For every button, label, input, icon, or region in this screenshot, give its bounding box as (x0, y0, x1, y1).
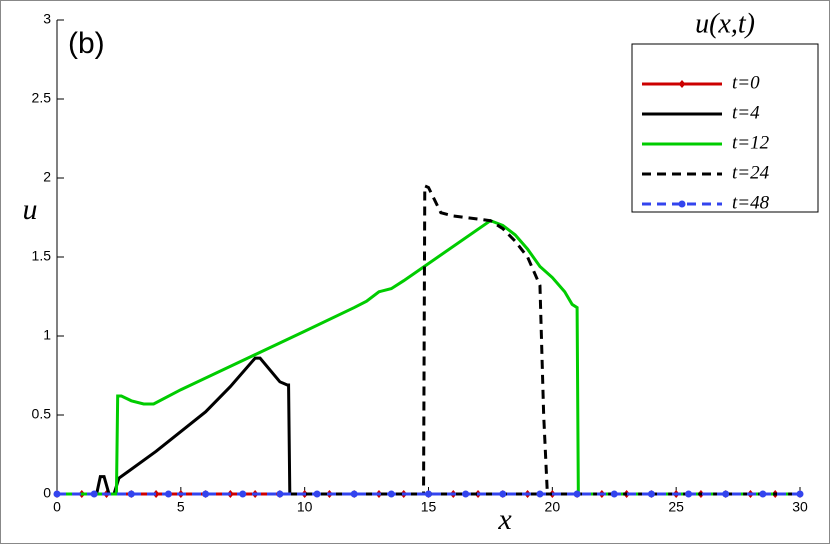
x-tick-label: 15 (421, 499, 437, 515)
series-marker (462, 490, 470, 498)
series-line (57, 183, 800, 496)
series-marker (313, 490, 321, 498)
legend-box (631, 43, 819, 213)
legend-label: t=24 (732, 162, 770, 183)
x-tick-label: 25 (668, 499, 684, 515)
y-tick-label: 0.5 (32, 406, 52, 422)
x-axis-label: x (497, 503, 512, 536)
legend-label: t=0 (732, 72, 760, 93)
legend-marker (678, 200, 686, 208)
y-tick-label: 1.5 (32, 248, 52, 264)
series-marker (152, 490, 160, 498)
y-tick-label: 0 (43, 485, 51, 501)
y-axis-label: u (23, 193, 38, 226)
legend-label: t=4 (732, 102, 760, 123)
series-marker (53, 490, 61, 498)
series-marker (499, 490, 507, 498)
x-tick-label: 30 (792, 499, 808, 515)
series-marker (759, 490, 767, 498)
legend-title: u(x,t) (695, 8, 755, 39)
x-tick-label: 20 (545, 499, 561, 515)
series-marker (90, 490, 98, 498)
series-marker (536, 490, 544, 498)
series-marker (425, 490, 432, 498)
series-marker (387, 490, 395, 498)
legend-label: t=12 (732, 132, 770, 153)
series-marker (796, 490, 804, 498)
series-marker (239, 490, 247, 498)
x-tick-label: 0 (53, 499, 61, 515)
series-line (57, 356, 800, 496)
legend-marker (678, 80, 686, 88)
series-line (57, 218, 800, 496)
series-marker (647, 490, 655, 498)
annotation: (b) (68, 27, 105, 60)
y-tick-label: 2 (43, 169, 51, 185)
legend-label: t=48 (732, 192, 770, 213)
series-marker (610, 490, 618, 498)
series-marker (202, 490, 210, 498)
series-marker (722, 490, 730, 498)
y-tick-label: 1 (43, 327, 51, 343)
x-tick-label: 10 (297, 499, 313, 515)
x-tick-label: 5 (177, 499, 185, 515)
series-marker (164, 490, 172, 498)
y-tick-label: 3 (43, 11, 51, 27)
series-marker (127, 490, 135, 498)
series-marker (276, 490, 284, 498)
series-marker (573, 490, 581, 498)
y-tick-label: 2.5 (32, 90, 52, 106)
series-marker (350, 490, 358, 498)
series-marker (685, 490, 693, 498)
